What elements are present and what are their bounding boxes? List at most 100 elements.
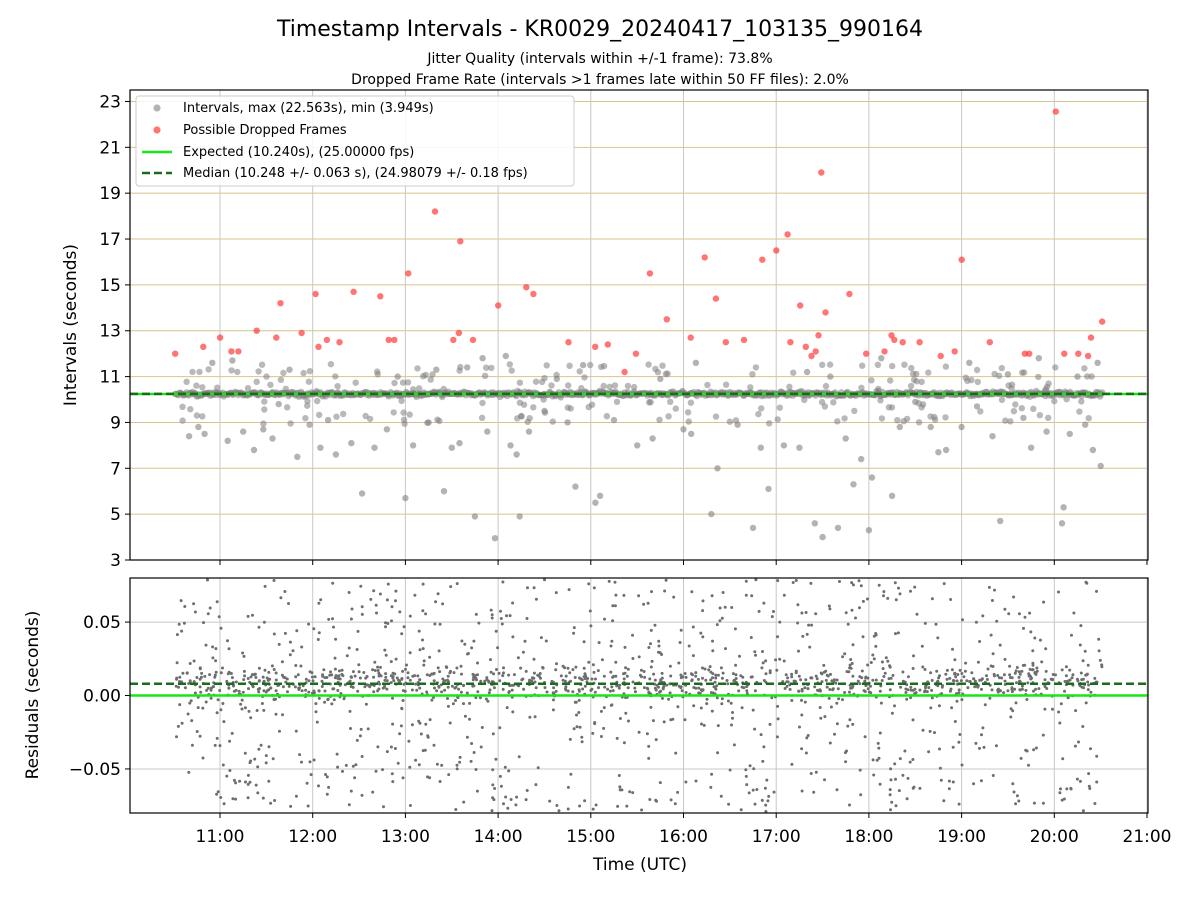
- residual-point: [360, 755, 364, 758]
- interval-point: [1074, 373, 1081, 380]
- residual-point: [1002, 673, 1006, 677]
- residual-point: [1025, 698, 1029, 701]
- residual-point: [175, 661, 179, 665]
- residual-point: [957, 691, 961, 695]
- interval-point: [780, 442, 788, 449]
- residual-point: [259, 743, 263, 747]
- residual-point: [681, 675, 685, 679]
- residual-point: [256, 791, 260, 795]
- residual-point: [649, 642, 652, 646]
- residual-point: [381, 768, 384, 772]
- residual-point: [281, 685, 285, 689]
- interval-point: [1094, 359, 1101, 366]
- interval-point: [875, 385, 882, 393]
- interval-point: [506, 361, 513, 368]
- interval-point: [1007, 418, 1014, 425]
- residual-point: [602, 706, 606, 710]
- residual-point: [654, 798, 658, 802]
- residual-point: [757, 609, 761, 613]
- residual-point: [761, 759, 765, 763]
- residual-point: [234, 680, 238, 684]
- residual-point: [934, 622, 938, 626]
- residual-point: [909, 685, 913, 689]
- interval-point: [958, 423, 965, 431]
- residual-point: [239, 702, 243, 706]
- residual-point: [449, 585, 453, 589]
- residual-point: [921, 665, 925, 669]
- residual-point: [426, 735, 430, 739]
- interval-point: [885, 404, 893, 411]
- residual-point: [691, 673, 694, 677]
- residual-point: [891, 673, 895, 677]
- residual-point: [465, 691, 469, 695]
- residual-point: [1088, 787, 1092, 790]
- interval-point: [334, 383, 341, 390]
- residual-point: [744, 593, 748, 597]
- residual-point: [625, 674, 629, 678]
- residual-point: [611, 604, 615, 608]
- residual-point: [614, 593, 618, 597]
- residual-point: [863, 679, 867, 683]
- residual-point: [421, 749, 425, 753]
- residual-point: [662, 720, 666, 724]
- residual-point: [591, 663, 595, 667]
- residual-point: [667, 697, 671, 701]
- dropped-frame-point: [1052, 108, 1060, 115]
- residual-point: [510, 688, 514, 692]
- dropped-frame-point: [808, 352, 815, 360]
- residual-point: [378, 592, 382, 596]
- interval-point: [714, 465, 721, 472]
- interval-point: [989, 433, 996, 440]
- residual-point: [552, 698, 555, 702]
- interval-point: [587, 361, 594, 369]
- residual-point: [719, 794, 723, 798]
- residual-point: [500, 622, 504, 626]
- residual-point: [1022, 626, 1025, 630]
- residual-point: [533, 715, 537, 719]
- residual-point: [1012, 790, 1016, 794]
- residual-point: [1012, 595, 1016, 599]
- residual-point: [394, 599, 397, 603]
- residual-point: [425, 673, 429, 677]
- interval-point: [841, 415, 848, 422]
- x-tick-label: 14:00: [474, 827, 523, 847]
- residual-point: [1024, 688, 1028, 692]
- residual-point: [944, 672, 948, 676]
- residual-point: [1034, 746, 1038, 750]
- residual-point: [372, 675, 376, 679]
- interval-point: [868, 377, 875, 384]
- residual-point: [930, 597, 934, 601]
- residual-point: [1013, 687, 1017, 691]
- interval-point: [1043, 428, 1050, 435]
- residual-point: [534, 597, 538, 601]
- residual-point: [395, 676, 399, 680]
- residual-point: [647, 646, 651, 649]
- residual-point: [1026, 681, 1030, 685]
- residual-point: [889, 778, 893, 782]
- residual-point: [333, 676, 337, 680]
- residual-point: [263, 584, 267, 588]
- residual-point: [683, 672, 687, 675]
- residual-point: [889, 676, 893, 680]
- residual-point: [610, 703, 614, 707]
- residual-point: [982, 745, 986, 749]
- residual-point: [401, 776, 405, 780]
- residual-point: [404, 667, 407, 671]
- dropped-frame-point: [200, 343, 207, 350]
- residual-point: [512, 673, 516, 677]
- interval-point: [224, 437, 231, 444]
- interval-point: [244, 385, 252, 392]
- residual-point: [316, 638, 320, 641]
- interval-point: [894, 417, 901, 424]
- residual-point: [291, 649, 295, 653]
- residual-point: [637, 594, 641, 598]
- residual-point: [497, 671, 501, 675]
- residual-point: [188, 701, 192, 705]
- residual-point: [183, 605, 187, 608]
- residual-point: [317, 601, 321, 605]
- residual-point: [995, 619, 999, 623]
- interval-point: [228, 367, 235, 374]
- residual-point: [1087, 784, 1091, 788]
- residual-point: [243, 706, 247, 710]
- residual-point: [744, 579, 748, 583]
